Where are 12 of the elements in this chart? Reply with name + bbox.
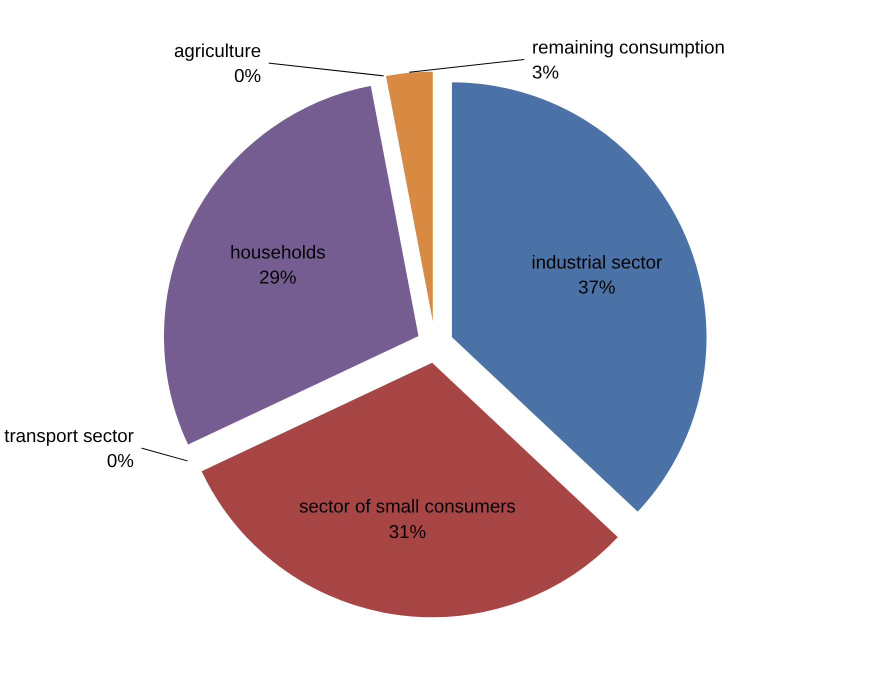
data-label: 3% bbox=[532, 62, 559, 83]
data-label: 29% bbox=[259, 266, 297, 288]
category-label: transport sector bbox=[4, 425, 134, 446]
text: 0% bbox=[106, 450, 134, 472]
category-label: agriculture bbox=[174, 40, 262, 62]
slice-label: industrial sector bbox=[532, 251, 662, 272]
data-label: 31% bbox=[388, 520, 426, 542]
slice-label: sector of small consumers bbox=[299, 496, 516, 517]
text: 0% bbox=[234, 65, 262, 86]
slice-label: households bbox=[230, 241, 326, 262]
slice-label: remaining consumption bbox=[532, 36, 725, 58]
data-label: 37% bbox=[578, 276, 616, 298]
